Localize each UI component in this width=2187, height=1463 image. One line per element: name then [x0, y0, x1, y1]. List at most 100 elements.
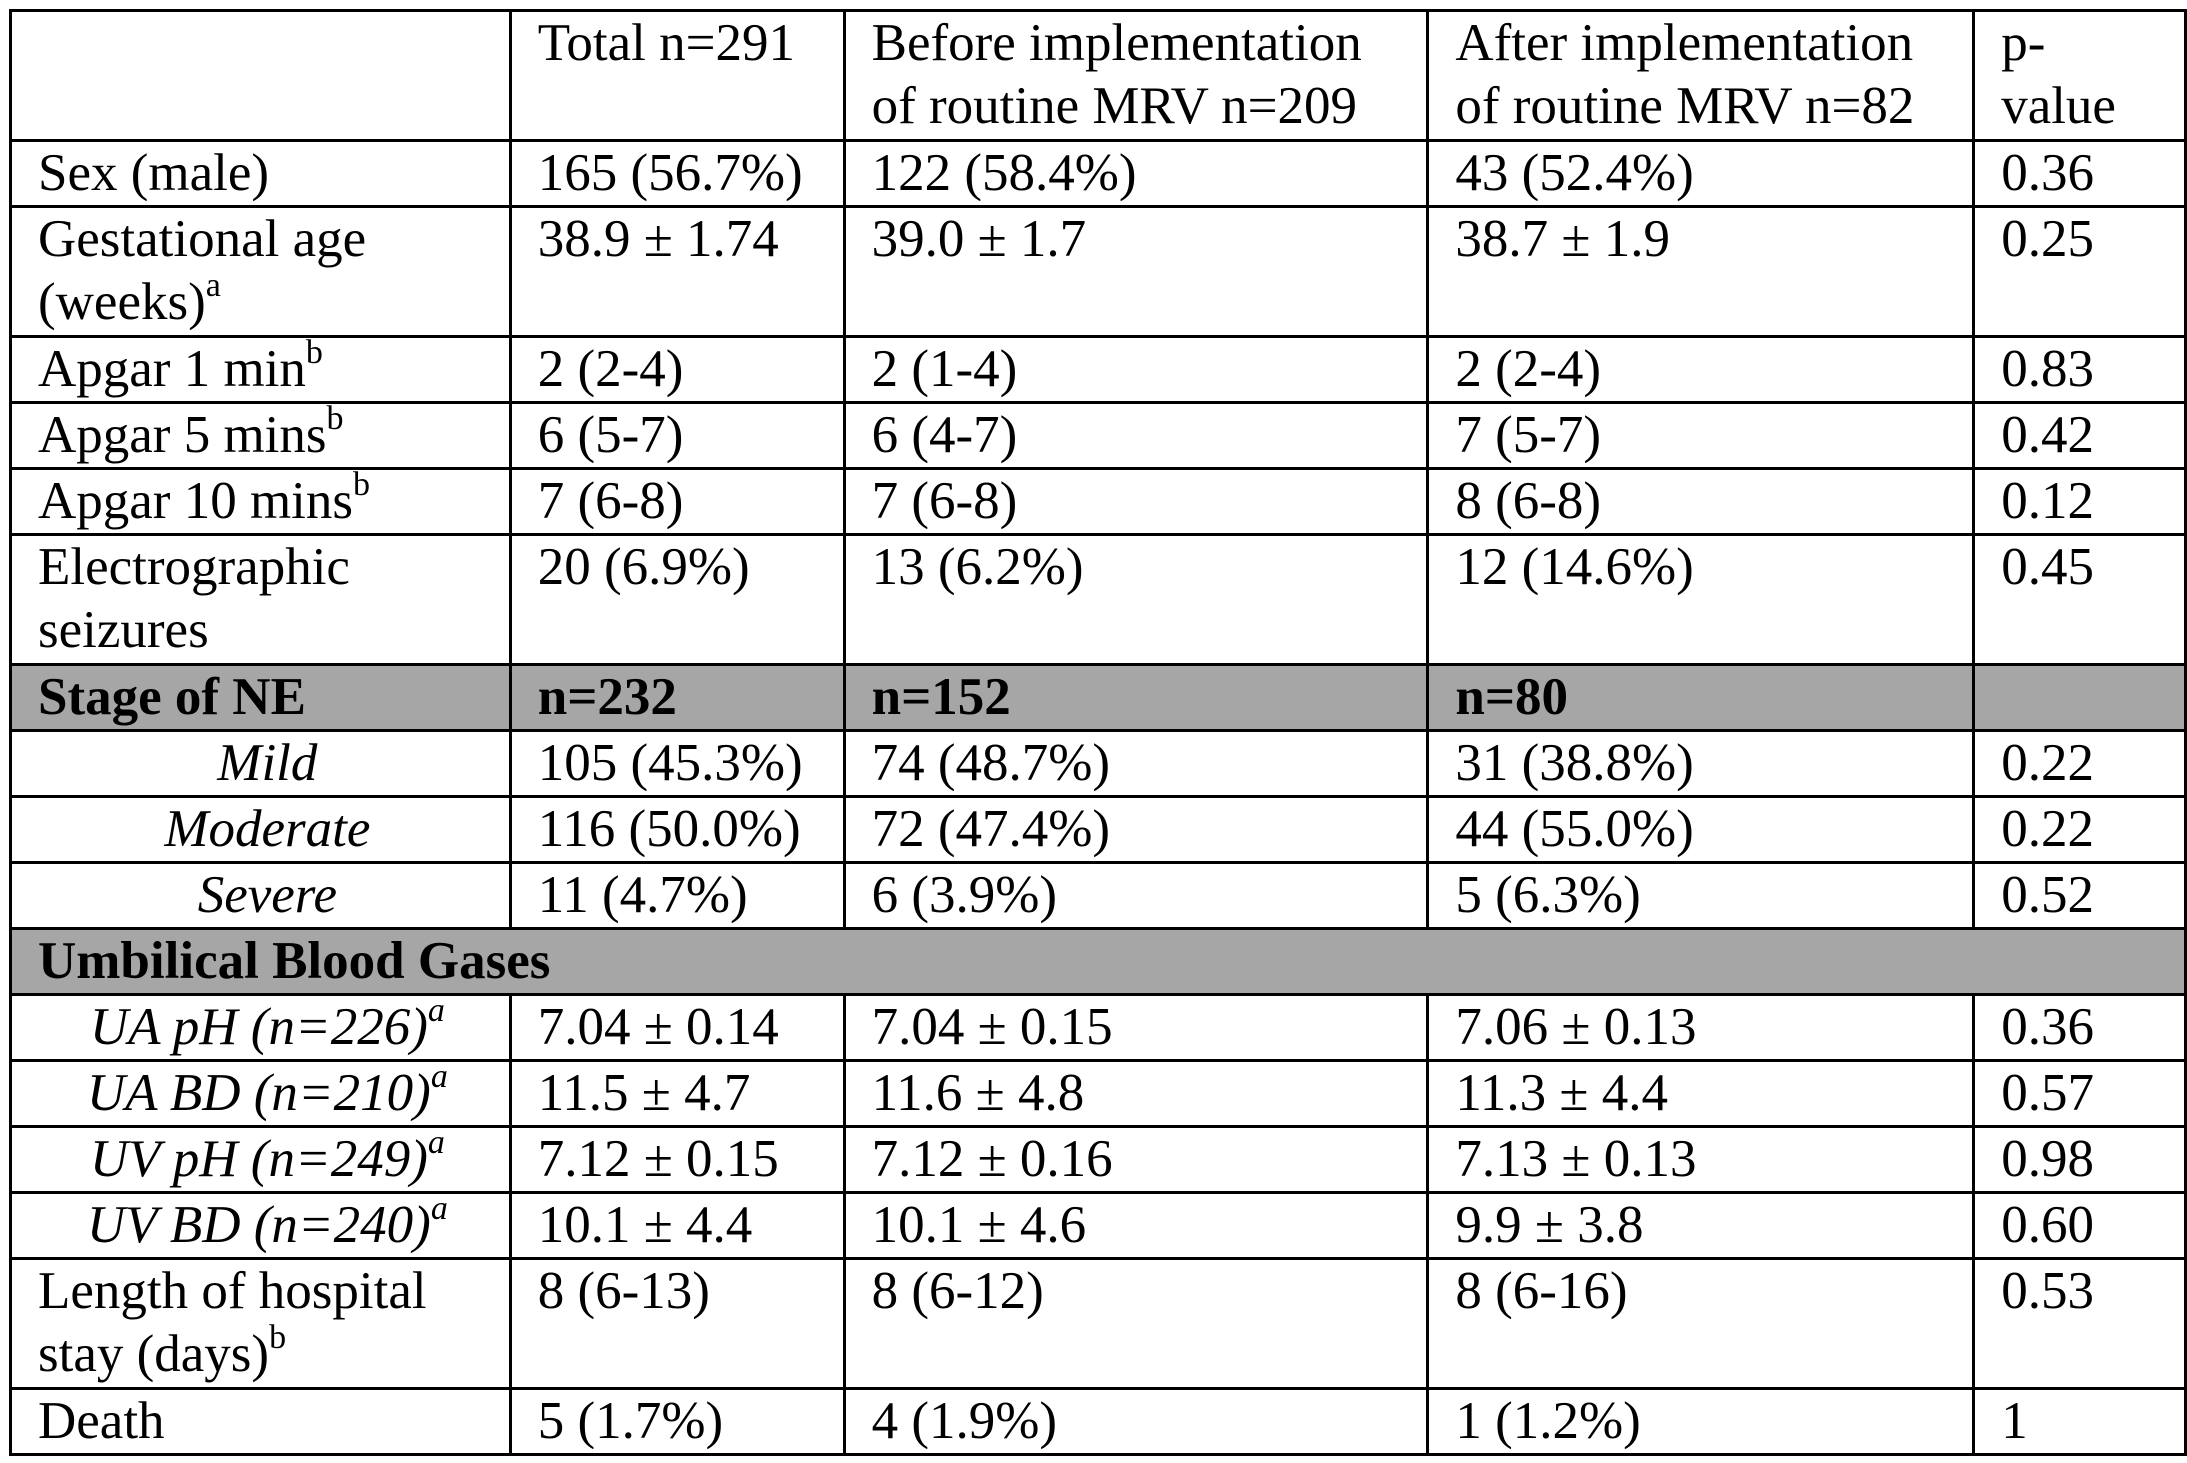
- row-label-line2: stay (days): [38, 1325, 270, 1383]
- cell-total: 11 (4.7%): [508, 861, 846, 930]
- header-p-line1: p-: [2001, 14, 2046, 72]
- cell-after: 8 (6-16): [1426, 1257, 1976, 1390]
- cell-p-value: 0.52: [1972, 861, 2187, 930]
- row-label-text: UV pH (n=249): [89, 1130, 428, 1188]
- row-label-line1: Gestational age: [38, 210, 367, 268]
- cell-p-value: 0.45: [1972, 533, 2187, 666]
- cell-before: 39.0 ± 1.7: [842, 205, 1430, 338]
- row-label-line2-wrap: stay (days)b: [38, 1321, 497, 1386]
- cell-after: 11.3 ± 4.4: [1426, 1059, 1976, 1128]
- row-label-line2-wrap: (weeks)a: [38, 269, 497, 334]
- cell-before: 7.04 ± 0.15: [842, 993, 1430, 1062]
- cell-after: 8 (6-8): [1426, 467, 1976, 536]
- header-after-line1: After implementation: [1455, 14, 1914, 72]
- header-total: Total n=291: [508, 9, 846, 142]
- row-apgar-5: Apgar 5 minsb 6 (5-7) 6 (4-7) 7 (5-7) 0.…: [9, 401, 2187, 470]
- row-uv-ph: UV pH (n=249)a 7.12 ± 0.15 7.12 ± 0.16 7…: [9, 1125, 2187, 1194]
- header-after-line2: of routine MRV n=82: [1455, 77, 1915, 135]
- section-umbilical-blood-gases: Umbilical Blood Gases: [9, 927, 2187, 996]
- footnote-marker: b: [269, 1319, 287, 1357]
- row-label-text: Apgar 1 min: [38, 340, 306, 398]
- row-uv-bd: UV BD (n=240)a 10.1 ± 4.4 10.1 ± 4.6 9.9…: [9, 1191, 2187, 1260]
- cell-before: 2 (1-4): [842, 335, 1430, 404]
- cell-after: 1 (1.2%): [1426, 1387, 1976, 1456]
- row-moderate: Moderate 116 (50.0%) 72 (47.4%) 44 (55.0…: [9, 795, 2187, 864]
- row-label: Length of hospital stay (days)b: [9, 1257, 512, 1390]
- cell-total: 11.5 ± 4.7: [508, 1059, 846, 1128]
- row-label: Apgar 1 minb: [9, 335, 512, 404]
- row-ua-bd: UA BD (n=210)a 11.5 ± 4.7 11.6 ± 4.8 11.…: [9, 1059, 2187, 1128]
- cell-after: 9.9 ± 3.8: [1426, 1191, 1976, 1260]
- row-label-text: Apgar 5 mins: [38, 406, 327, 464]
- cell-p-value: 0.22: [1972, 795, 2187, 864]
- cell-before: 10.1 ± 4.6: [842, 1191, 1430, 1260]
- cell-before: 8 (6-12): [842, 1257, 1430, 1390]
- cell-before: 7.12 ± 0.16: [842, 1125, 1430, 1194]
- cell-before: 7 (6-8): [842, 467, 1430, 536]
- cell-total: n=232: [508, 663, 846, 732]
- header-before-line1: Before implementation: [871, 14, 1362, 72]
- row-apgar-10: Apgar 10 minsb 7 (6-8) 7 (6-8) 8 (6-8) 0…: [9, 467, 2187, 536]
- footnote-marker: a: [430, 1192, 448, 1228]
- cell-after: 2 (2-4): [1426, 335, 1976, 404]
- footnote-marker: a: [205, 267, 221, 305]
- row-label: Sex (male): [9, 139, 512, 208]
- cell-p-value: 0.12: [1972, 467, 2187, 536]
- section-label: Stage of NE: [9, 663, 512, 732]
- cell-p-value: 0.42: [1972, 401, 2187, 470]
- cell-total: 20 (6.9%): [508, 533, 846, 666]
- section-label: Umbilical Blood Gases: [9, 927, 2187, 996]
- cell-after: 38.7 ± 1.9: [1426, 205, 1976, 338]
- row-label: Apgar 10 minsb: [9, 467, 512, 536]
- row-electrographic-seizures: Electrographic seizures 20 (6.9%) 13 (6.…: [9, 533, 2187, 666]
- row-label: UA BD (n=210)a: [9, 1059, 512, 1128]
- cell-total: 7.04 ± 0.14: [508, 993, 846, 1062]
- cell-total: 116 (50.0%): [508, 795, 846, 864]
- cell-total: 38.9 ± 1.74: [508, 205, 846, 338]
- cell-after: 31 (38.8%): [1426, 729, 1976, 798]
- cell-before: 74 (48.7%): [842, 729, 1430, 798]
- section-stage-of-ne: Stage of NE n=232 n=152 n=80: [9, 663, 2187, 732]
- cell-total: 7 (6-8): [508, 467, 846, 536]
- cell-total: 6 (5-7): [508, 401, 846, 470]
- cell-p-value: 1: [1972, 1387, 2187, 1456]
- cell-p-value: [1972, 663, 2187, 732]
- header-empty-cell: [9, 9, 512, 142]
- cell-total: 165 (56.7%): [508, 139, 846, 208]
- demographics-table: Total n=291 Before implementation of rou…: [9, 9, 2187, 1456]
- cell-p-value: 0.36: [1972, 993, 2187, 1062]
- footnote-marker: a: [427, 994, 445, 1030]
- header-before-line2: of routine MRV n=209: [871, 77, 1358, 135]
- cell-total: 7.12 ± 0.15: [508, 1125, 846, 1194]
- cell-p-value: 0.83: [1972, 335, 2187, 404]
- header-row: Total n=291 Before implementation of rou…: [9, 9, 2187, 142]
- cell-total: 8 (6-13): [508, 1257, 846, 1390]
- row-label-line1: Electrographic: [38, 538, 350, 596]
- footnote-marker: a: [430, 1060, 448, 1096]
- row-length-of-stay: Length of hospital stay (days)b 8 (6-13)…: [9, 1257, 2187, 1390]
- cell-before: 6 (4-7): [842, 401, 1430, 470]
- cell-before: 11.6 ± 4.8: [842, 1059, 1430, 1128]
- row-label-line1: Length of hospital: [38, 1262, 427, 1320]
- cell-p-value: 0.60: [1972, 1191, 2187, 1260]
- row-label: UV BD (n=240)a: [9, 1191, 512, 1260]
- footnote-marker: b: [353, 468, 371, 504]
- footnote-marker: b: [326, 402, 344, 438]
- header-after: After implementation of routine MRV n=82: [1426, 9, 1976, 142]
- cell-before: 6 (3.9%): [842, 861, 1430, 930]
- row-label-text: UA pH (n=226): [89, 998, 428, 1056]
- cell-before: 13 (6.2%): [842, 533, 1430, 666]
- cell-total: 10.1 ± 4.4: [508, 1191, 846, 1260]
- footnote-marker: b: [305, 336, 323, 372]
- row-label: Gestational age (weeks)a: [9, 205, 512, 338]
- cell-total: 105 (45.3%): [508, 729, 846, 798]
- row-death: Death 5 (1.7%) 4 (1.9%) 1 (1.2%) 1: [9, 1387, 2187, 1456]
- header-p-value: p- value: [1972, 9, 2187, 142]
- cell-p-value: 0.98: [1972, 1125, 2187, 1194]
- cell-total: 5 (1.7%): [508, 1387, 846, 1456]
- row-gestational-age: Gestational age (weeks)a 38.9 ± 1.74 39.…: [9, 205, 2187, 338]
- header-before: Before implementation of routine MRV n=2…: [842, 9, 1430, 142]
- cell-before: 4 (1.9%): [842, 1387, 1430, 1456]
- footnote-marker: a: [427, 1126, 445, 1162]
- cell-before: 122 (58.4%): [842, 139, 1430, 208]
